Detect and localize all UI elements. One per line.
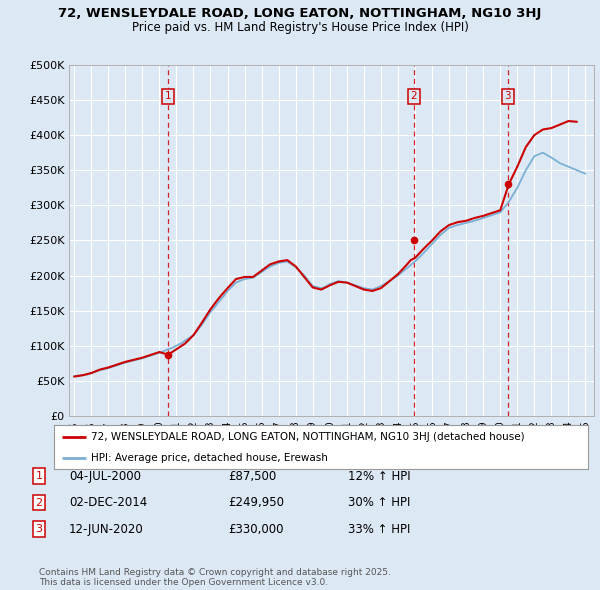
Text: 3: 3 (505, 91, 511, 101)
Text: 12-JUN-2020: 12-JUN-2020 (69, 523, 144, 536)
Text: 3: 3 (35, 525, 43, 534)
Text: 1: 1 (164, 91, 171, 101)
Text: 72, WENSLEYDALE ROAD, LONG EATON, NOTTINGHAM, NG10 3HJ: 72, WENSLEYDALE ROAD, LONG EATON, NOTTIN… (58, 7, 542, 20)
Text: 2: 2 (35, 498, 43, 507)
Text: Price paid vs. HM Land Registry's House Price Index (HPI): Price paid vs. HM Land Registry's House … (131, 21, 469, 34)
Text: £330,000: £330,000 (228, 523, 284, 536)
Text: 02-DEC-2014: 02-DEC-2014 (69, 496, 147, 509)
Text: 30% ↑ HPI: 30% ↑ HPI (348, 496, 410, 509)
Text: 12% ↑ HPI: 12% ↑ HPI (348, 470, 410, 483)
Text: Contains HM Land Registry data © Crown copyright and database right 2025.
This d: Contains HM Land Registry data © Crown c… (39, 568, 391, 587)
Text: £87,500: £87,500 (228, 470, 276, 483)
Text: 72, WENSLEYDALE ROAD, LONG EATON, NOTTINGHAM, NG10 3HJ (detached house): 72, WENSLEYDALE ROAD, LONG EATON, NOTTIN… (91, 432, 525, 442)
Text: 04-JUL-2000: 04-JUL-2000 (69, 470, 141, 483)
Text: 1: 1 (35, 471, 43, 481)
Text: HPI: Average price, detached house, Erewash: HPI: Average price, detached house, Erew… (91, 453, 328, 463)
Text: £249,950: £249,950 (228, 496, 284, 509)
Text: 2: 2 (410, 91, 417, 101)
Text: 33% ↑ HPI: 33% ↑ HPI (348, 523, 410, 536)
